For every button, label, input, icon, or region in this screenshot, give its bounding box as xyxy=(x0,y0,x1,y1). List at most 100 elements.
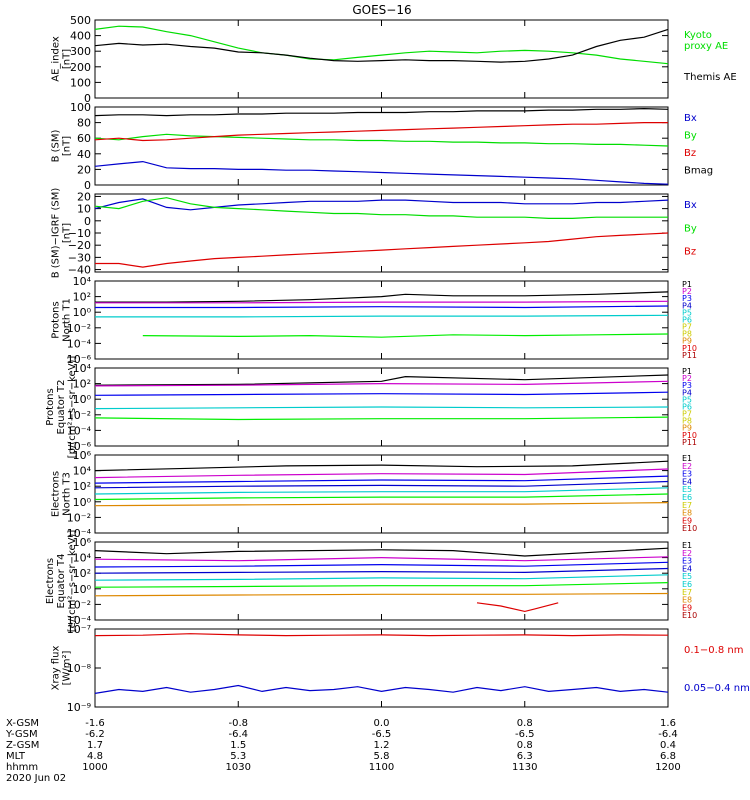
legend-entry: E8 xyxy=(682,509,692,518)
series-by xyxy=(94,197,668,219)
legend-entry: P8 xyxy=(682,417,692,426)
legend-entry: E5 xyxy=(682,485,692,494)
y-tick-label: 10⁻⁴ xyxy=(67,424,92,437)
panel-frame xyxy=(94,193,669,273)
series-e7 xyxy=(94,493,669,501)
y-axis-label: [p/(cm²−s−sr−keV)] xyxy=(67,356,78,459)
y-axis-label: [nT] xyxy=(62,49,73,69)
row-value: 1000 xyxy=(82,762,107,773)
y-tick-label: 10⁴ xyxy=(73,275,92,288)
y-axis-label: [W/m²] xyxy=(62,650,73,685)
row-value: 6.8 xyxy=(660,751,676,762)
y-tick-label: 10 xyxy=(77,203,91,216)
y-tick-label: 10² xyxy=(73,378,91,391)
row-value: 1.5 xyxy=(230,740,246,751)
y-tick-label: 300 xyxy=(70,45,91,58)
series-bx xyxy=(94,160,669,185)
legend-entry: P4 xyxy=(682,388,692,397)
legend-entry: E10 xyxy=(682,611,697,620)
legend-entry: 0.1−0.8 nm xyxy=(684,645,743,656)
legend-entry: P8 xyxy=(682,330,692,339)
series-bz xyxy=(94,121,668,142)
series-e8 xyxy=(94,502,669,507)
series-p2 xyxy=(95,300,669,304)
panel-7: 10⁻⁴ 10⁻² 10⁰ 10² 10⁴ 10⁶ Electrons Equator T4[… xyxy=(45,530,697,633)
y-tick-label: 10⁻⁴ xyxy=(67,614,92,627)
series-themis-ae xyxy=(94,28,669,63)
legend-entry: Bx xyxy=(684,200,697,211)
row-value: 5.3 xyxy=(230,751,246,762)
y-tick-label: 10⁰ xyxy=(73,583,92,596)
row-value: 1.6 xyxy=(660,718,676,729)
legend-entry: P7 xyxy=(682,410,692,419)
legend-entry: E3 xyxy=(682,557,692,566)
series-p5 xyxy=(94,406,669,410)
y-tick-label: 10⁻² xyxy=(67,598,91,611)
legend-entry: P5 xyxy=(682,395,692,404)
row-value: 1030 xyxy=(226,762,251,773)
legend-entry: P10 xyxy=(682,344,697,353)
legend-entry: P11 xyxy=(682,351,697,360)
legend-entry: P1 xyxy=(682,367,692,376)
plot-title: GOES−16 xyxy=(352,3,411,17)
series-e2 xyxy=(94,468,669,479)
series-e3 xyxy=(94,475,669,484)
y-tick-label: 10⁰ xyxy=(73,393,92,406)
legend-entry: P1 xyxy=(682,280,692,289)
row-label: Z-GSM xyxy=(6,740,39,751)
legend-entry: E6 xyxy=(682,580,692,589)
y-tick-label: 0 xyxy=(84,92,91,105)
legend-entry: Kyoto xyxy=(684,30,712,41)
series-bmag xyxy=(94,107,669,117)
y-tick-label: 400 xyxy=(70,30,91,43)
legend-entry: E2 xyxy=(682,549,692,558)
series-kyoto-proxy-ae xyxy=(94,25,669,65)
legend-entry: Themis AE xyxy=(683,72,737,83)
series-0-05-0-4-nm xyxy=(94,684,669,694)
y-tick-label: 10⁰ xyxy=(73,306,92,319)
panel-frame xyxy=(94,280,669,360)
legend-entry: By xyxy=(684,131,697,142)
legend-entry: P2 xyxy=(682,287,692,296)
y-axis-label: Protons xyxy=(45,388,56,425)
row-value: -6.5 xyxy=(515,729,535,740)
y-tick-label: 10² xyxy=(73,567,91,580)
time-axis-labels: X-GSM -1.6 -0.8 0.0 0.8 1.6 Y-GSM -6.2 -6.4 -6.5 -… xyxy=(5,718,681,784)
panel-frame xyxy=(94,19,669,99)
panel-frame xyxy=(94,454,669,534)
y-axis-label: B (SM) xyxy=(51,129,62,162)
legend-entry: E9 xyxy=(682,516,692,525)
y-tick-label: −30 xyxy=(68,251,91,264)
date-label: 2020 Jun 02 xyxy=(6,773,66,784)
series-bx xyxy=(94,198,669,211)
legend-entry: P2 xyxy=(682,374,692,383)
row-value: 5.8 xyxy=(374,751,390,762)
legend-entry: E4 xyxy=(682,564,692,573)
row-label: hhmm xyxy=(6,762,38,773)
y-tick-label: −40 xyxy=(68,264,91,277)
legend-entry: P6 xyxy=(682,315,692,324)
y-axis-label: North T1 xyxy=(62,298,73,342)
legend-entry: proxy AE xyxy=(684,41,728,52)
y-tick-label: 10⁻⁴ xyxy=(67,527,92,540)
series-p1 xyxy=(95,291,669,303)
row-value: 1130 xyxy=(512,762,537,773)
y-axis-label: [nT] xyxy=(62,223,73,243)
series-e8 xyxy=(94,592,669,597)
y-tick-label: −10 xyxy=(68,227,91,240)
legend-entry: E8 xyxy=(682,596,692,605)
panel-8: 10⁻⁹ 10⁻⁸ 10⁻⁷ Xray flux [W/m²] 0.1−0.8 nm 0.0… xyxy=(51,623,750,714)
y-tick-label: 10⁰ xyxy=(73,496,92,509)
y-tick-label: 60 xyxy=(77,132,91,145)
row-value: -1.6 xyxy=(85,718,105,729)
series-e4 xyxy=(94,480,669,489)
series-e9 xyxy=(476,602,559,613)
y-tick-label: 10⁴ xyxy=(73,465,92,478)
y-axis-label: Electrons xyxy=(45,558,56,604)
y-tick-label: 10² xyxy=(73,291,91,304)
row-value: 1200 xyxy=(655,762,680,773)
y-tick-label: 10⁶ xyxy=(73,449,92,462)
y-tick-label: 0 xyxy=(84,215,91,228)
